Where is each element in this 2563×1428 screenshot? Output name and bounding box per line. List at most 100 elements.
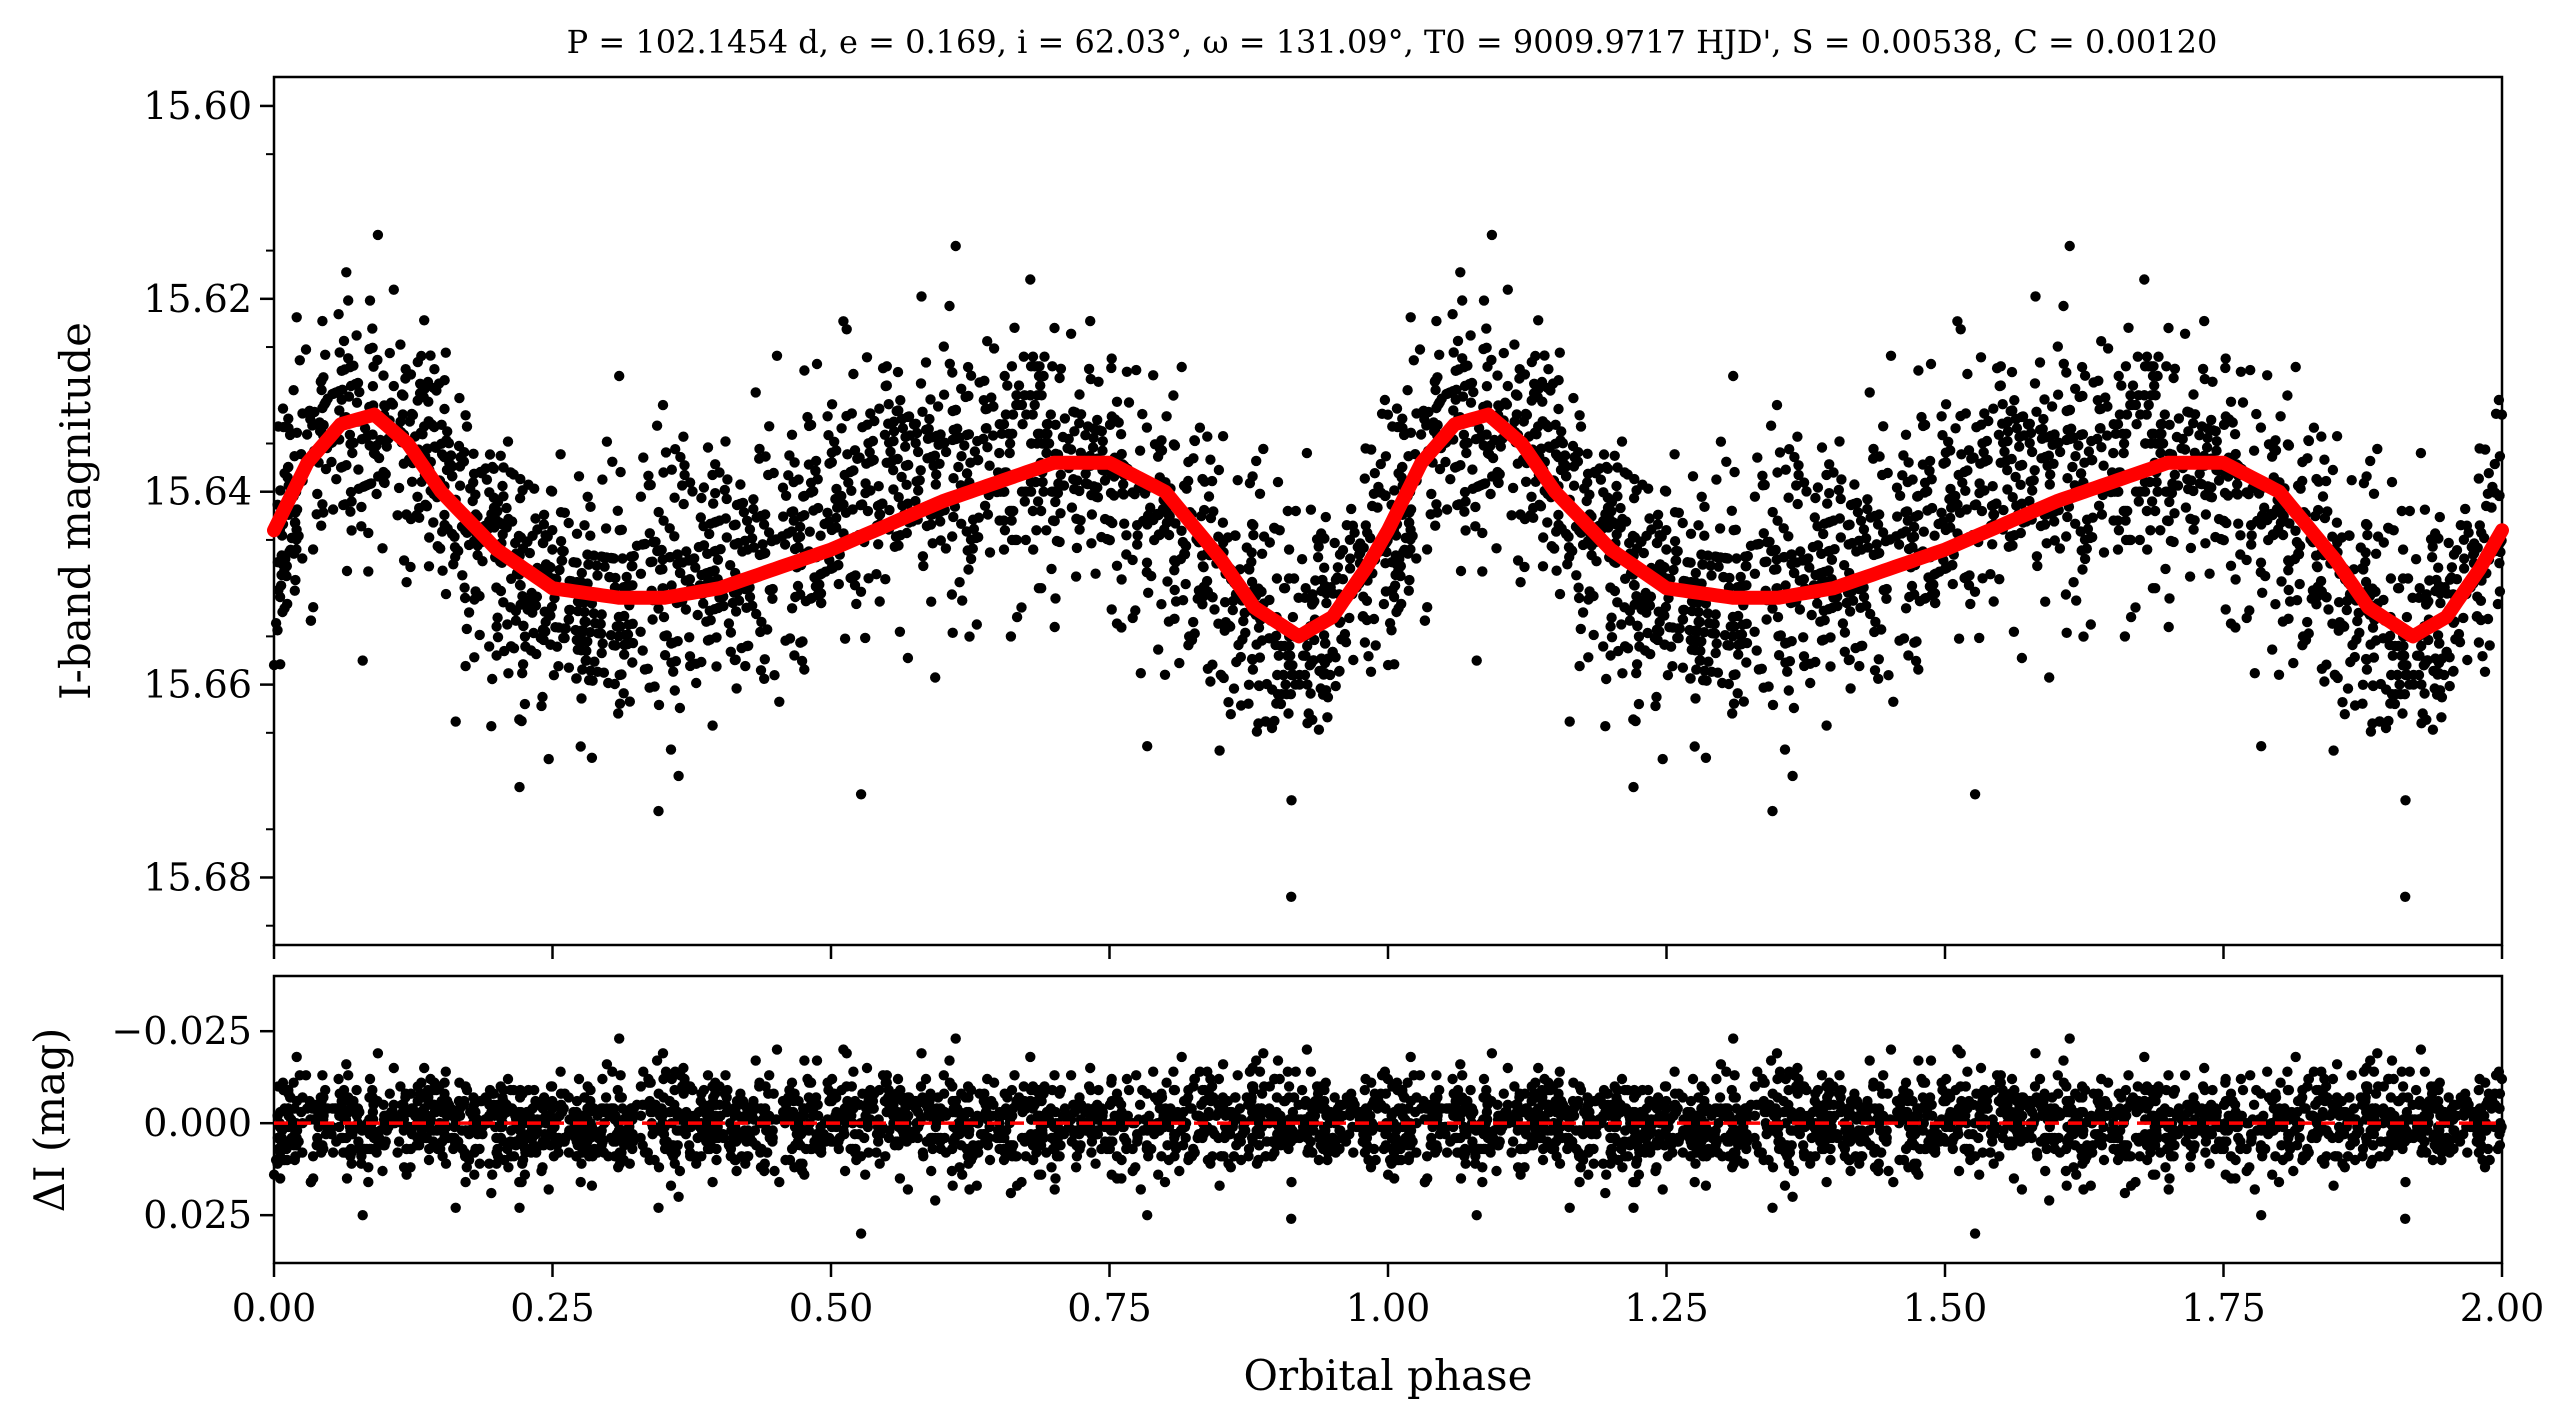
data-point <box>1855 640 1867 652</box>
data-point <box>2365 726 2377 737</box>
data-point <box>826 399 838 410</box>
data-point <box>1821 469 1832 481</box>
data-point <box>1629 532 1641 543</box>
data-point <box>439 519 450 531</box>
data-point <box>515 532 527 543</box>
data-point <box>2068 577 2079 588</box>
data-point <box>2389 698 2401 710</box>
data-point <box>1702 608 1714 619</box>
data-point <box>921 424 932 435</box>
data-point <box>1163 529 1175 541</box>
residual-point <box>1096 1143 1107 1155</box>
data-point <box>2169 508 2180 519</box>
data-point <box>1286 891 1297 902</box>
data-point <box>1421 420 1432 431</box>
data-point <box>1016 602 1027 613</box>
data-point <box>1929 597 1941 609</box>
data-point <box>484 449 496 460</box>
data-point <box>2052 389 2064 400</box>
data-point <box>2094 423 2106 434</box>
data-point <box>2206 482 2217 493</box>
data-point <box>1392 421 1403 433</box>
data-point <box>1816 635 1828 646</box>
data-point <box>1553 452 1564 463</box>
data-point <box>468 448 479 459</box>
data-point <box>1740 561 1751 572</box>
data-point <box>1068 406 1079 417</box>
data-point <box>481 474 493 485</box>
data-point <box>1669 449 1680 460</box>
data-point <box>371 488 382 500</box>
data-point <box>2002 426 2014 437</box>
data-point <box>1207 659 1218 670</box>
data-point <box>1107 517 1118 529</box>
data-point <box>1092 482 1103 493</box>
data-point <box>2132 351 2143 362</box>
data-point <box>1971 422 1982 433</box>
data-point <box>2276 576 2287 587</box>
residual-point <box>1121 1073 1133 1085</box>
data-point <box>1711 474 1722 485</box>
data-point <box>1466 377 1478 389</box>
data-point <box>571 528 583 539</box>
data-point <box>2025 476 2036 487</box>
data-point <box>1301 447 1313 459</box>
data-point <box>962 545 973 556</box>
data-point <box>2477 651 2488 662</box>
data-point <box>527 607 538 618</box>
data-point <box>1617 668 1628 679</box>
data-point <box>645 556 656 568</box>
data-point <box>698 540 710 551</box>
data-point <box>356 521 367 532</box>
data-point <box>1282 505 1294 517</box>
data-point <box>519 631 531 642</box>
data-point <box>1945 512 1956 524</box>
data-point <box>1974 478 1985 489</box>
data-point <box>1357 611 1369 622</box>
data-point <box>831 522 842 533</box>
data-point <box>1324 669 1336 681</box>
data-point <box>1772 467 1783 478</box>
data-point <box>460 410 471 421</box>
data-point <box>1554 347 1566 358</box>
data-point <box>392 510 403 521</box>
data-point <box>969 446 981 457</box>
data-point <box>1641 607 1652 618</box>
data-point <box>1575 623 1587 635</box>
data-point <box>2141 505 2153 517</box>
data-point <box>1142 510 1154 521</box>
data-point <box>282 472 293 483</box>
data-point <box>1180 540 1191 551</box>
data-point <box>1099 475 1111 486</box>
data-point <box>537 691 548 703</box>
data-point <box>2275 411 2286 422</box>
data-point <box>524 547 535 559</box>
data-point <box>1036 583 1047 594</box>
data-point <box>982 442 993 453</box>
data-point <box>1168 390 1179 401</box>
data-point <box>307 544 319 555</box>
data-point <box>613 708 624 719</box>
data-point <box>1872 548 1884 559</box>
residual-point <box>1009 1070 1020 1081</box>
data-point <box>2211 436 2222 447</box>
data-point <box>2116 380 2127 391</box>
data-point <box>2152 486 2163 497</box>
data-point <box>1736 639 1747 650</box>
data-point <box>368 448 380 459</box>
data-point <box>653 603 664 614</box>
data-point <box>701 568 712 579</box>
data-point <box>2049 535 2060 546</box>
data-point <box>808 486 819 497</box>
data-point <box>1075 447 1087 458</box>
data-point <box>333 309 344 320</box>
data-point <box>351 330 362 341</box>
data-point <box>1049 515 1060 527</box>
data-point <box>1873 654 1885 665</box>
data-point <box>1689 741 1700 752</box>
data-point <box>2367 622 2379 633</box>
data-point <box>545 610 556 621</box>
data-point <box>1872 519 1884 530</box>
residual-point <box>750 1055 761 1066</box>
data-point <box>778 511 789 522</box>
